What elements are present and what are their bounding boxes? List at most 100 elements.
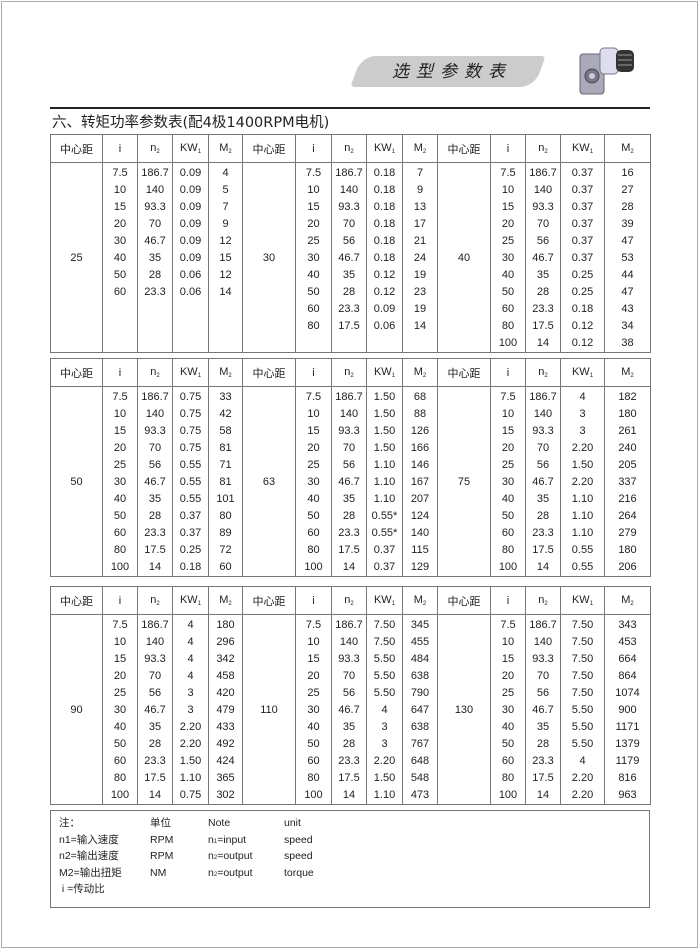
value-cell: 140 xyxy=(339,636,359,648)
value-cell: 963 xyxy=(618,789,637,801)
value-cell: 28 xyxy=(342,738,356,750)
value-cell: 35 xyxy=(536,493,550,505)
value-cell: 0.75 xyxy=(179,789,202,801)
torque-power-table: 中心距 i n2 KW1 M2 中心距 i n2 KW1 M2 中心距 i n2 KW1 M2 25 7.5 10… xyxy=(50,134,651,353)
column-header-label: M xyxy=(413,594,423,606)
value-cell: 80 xyxy=(113,544,127,556)
value-cell: 100 xyxy=(498,561,518,573)
value-cell: 0.18 xyxy=(373,252,396,264)
value-cell: 80 xyxy=(113,772,127,784)
value-cell: 68 xyxy=(413,391,427,403)
note-unit: NM xyxy=(150,866,167,879)
note-term: 注： xyxy=(59,817,80,829)
value-cell: 1171 xyxy=(615,721,640,733)
value-cell: 186.7 xyxy=(335,167,363,179)
column-header-label: KW xyxy=(571,142,590,154)
value-cell: 433 xyxy=(216,721,235,733)
column-header: i xyxy=(102,358,138,387)
value-cell: 182 xyxy=(618,391,637,403)
value-cell: 7 xyxy=(416,167,424,179)
value-cell: 1.50 xyxy=(373,442,396,454)
value-cell: 7.50 xyxy=(571,687,594,699)
value-cell: 1.10 xyxy=(373,789,396,801)
value-cell: 28 xyxy=(536,738,550,750)
value-cell: 2.20 xyxy=(571,476,594,488)
column-header-label: n xyxy=(538,366,545,378)
value-cell: 17.5 xyxy=(338,772,360,784)
value-column: 186.7 140 93.3 70 56 46.7 35 28 23.3 17.5 14 xyxy=(331,386,367,577)
value-cell: 7.5 xyxy=(500,391,516,403)
column-header-label: i xyxy=(312,142,315,155)
column-header-label: M xyxy=(413,366,423,378)
value-cell: 458 xyxy=(216,670,235,682)
value-cell: 43 xyxy=(621,303,634,315)
value-cell: 15 xyxy=(501,201,515,213)
column-header: M2 xyxy=(402,358,438,387)
value-cell: 7.5 xyxy=(112,619,128,631)
column-header: M2 xyxy=(604,134,651,163)
value-cell: 23.3 xyxy=(144,527,166,539)
value-cell: 25 xyxy=(501,235,515,247)
value-cell: 5 xyxy=(222,184,229,196)
value-cell: 20 xyxy=(113,218,127,230)
value-cell: 50 xyxy=(501,738,515,750)
value-cell: 1.50 xyxy=(373,408,396,420)
note-unit: RPM xyxy=(150,833,174,846)
value-cell: 302 xyxy=(216,789,235,801)
value-cell: 14 xyxy=(148,561,162,573)
column-header-label: 中心距 xyxy=(447,367,481,380)
column-header-subscript: 2 xyxy=(350,373,354,379)
value-cell: 42 xyxy=(219,408,232,420)
value-cell: 7.5 xyxy=(305,619,322,631)
value-cell: 7.5 xyxy=(112,391,128,403)
value-cell: 80 xyxy=(307,772,320,784)
center-distance-cell: 130 xyxy=(437,614,491,805)
value-cell: 23.3 xyxy=(144,755,166,767)
value-cell: 5.50 xyxy=(373,687,396,699)
torque-power-table: 中心距 i n2 KW1 M2 中心距 i n2 KW1 M2 中心距 i n2 KW1 M2 90 7.5 10… xyxy=(50,586,651,805)
value-cell: 70 xyxy=(342,442,356,454)
value-cell: 1.50 xyxy=(373,425,396,437)
value-cell: 424 xyxy=(216,755,235,767)
value-cell: 492 xyxy=(216,738,235,750)
column-header-label: i xyxy=(506,594,510,607)
column-header: M2 xyxy=(402,134,438,163)
value-cell: 0.18 xyxy=(373,235,396,247)
value-column: 180 296 342 458 420 479 433 492 424 365 302 xyxy=(208,614,243,805)
column-header-subscript: 2 xyxy=(630,601,634,607)
note-english-unit: speed xyxy=(284,850,313,862)
value-cell: 638 xyxy=(410,721,430,733)
note-english-rest: =output xyxy=(217,866,253,879)
value-cell: 13 xyxy=(413,201,427,213)
value-cell: 40 xyxy=(113,721,127,733)
note-term: n2=输出速度 xyxy=(59,850,119,862)
value-cell: 180 xyxy=(618,544,637,556)
column-header-label: M xyxy=(219,366,229,378)
value-cell: 28 xyxy=(148,510,162,522)
value-cell: 186.7 xyxy=(141,167,169,179)
note-english-rest: =output xyxy=(217,850,253,862)
value-cell: 30 xyxy=(307,252,320,264)
value-cell: 342 xyxy=(216,653,235,665)
column-header-label: KW xyxy=(373,366,392,378)
value-cell: 35 xyxy=(536,721,550,733)
value-cell: 100 xyxy=(110,561,130,573)
column-header-label: n xyxy=(538,594,545,606)
value-cell: 23.3 xyxy=(338,755,360,767)
value-column: 0.09 0.09 0.09 0.09 0.09 0.09 0.06 0.06 xyxy=(172,162,209,353)
column-header-subscript: 2 xyxy=(422,373,427,379)
value-cell: 17.5 xyxy=(338,320,360,332)
value-cell: 15 xyxy=(501,653,515,665)
value-cell: 14 xyxy=(342,561,356,573)
value-column: 186.7 140 93.3 70 56 46.7 35 28 23.3 17.5 14 xyxy=(137,614,173,805)
value-cell: 72 xyxy=(219,544,232,556)
value-column: 4 4 4 4 3 3 2.20 2.20 1.50 1.10 0.75 xyxy=(172,614,209,805)
value-cell: 146 xyxy=(410,459,430,471)
value-cell: 0.18 xyxy=(571,303,594,315)
value-cell: 80 xyxy=(501,544,515,556)
value-cell: 240 xyxy=(618,442,637,454)
value-cell: 35 xyxy=(148,252,162,264)
column-header: n2 xyxy=(331,358,367,387)
value-cell: 9 xyxy=(416,184,424,196)
